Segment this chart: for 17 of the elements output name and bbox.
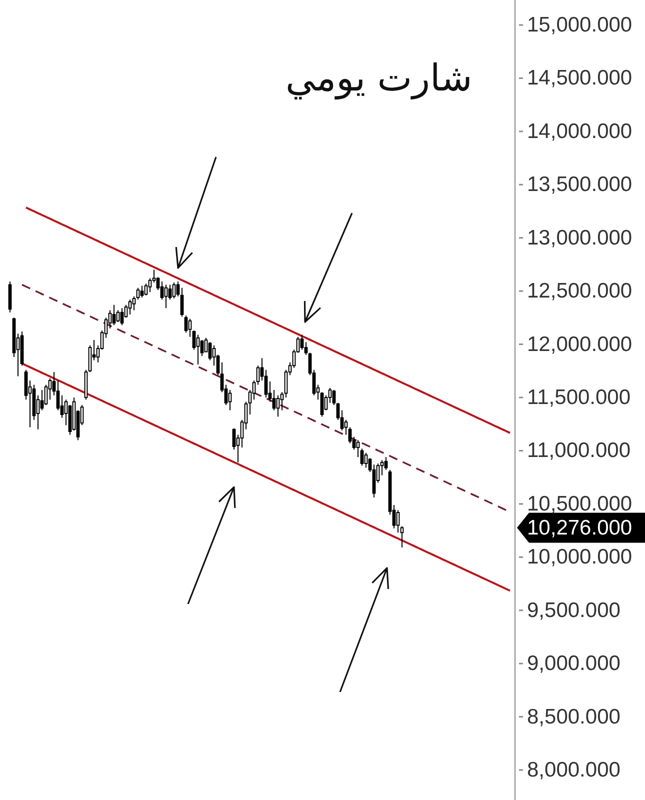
last-price-label: 10,276.000 xyxy=(527,516,632,540)
y-tick-label: 11,000.000 xyxy=(527,439,631,462)
y-tick-label: 10,500.000 xyxy=(527,492,632,516)
y-tick-label: 15,000.000 xyxy=(527,14,632,36)
y-tick-label: 9,000.000 xyxy=(527,652,620,676)
y-tick-label: 8,000.000 xyxy=(527,758,620,782)
y-tick-label: 12,000.000 xyxy=(527,332,632,356)
y-tick-label: 10,000.000 xyxy=(527,546,632,569)
y-tick-label: 12,500.000 xyxy=(527,280,632,303)
y-tick-label: 11,500.000 xyxy=(527,386,631,409)
y-tick-label: 9,500.000 xyxy=(527,598,620,622)
title: شارت يومي xyxy=(285,56,472,100)
y-tick-label: 13,000.000 xyxy=(527,226,632,250)
y-tick-label: 13,500.000 xyxy=(527,173,632,196)
y-tick-label: 14,000.000 xyxy=(527,120,632,143)
y-tick-label: 8,500.000 xyxy=(527,705,620,728)
y-tick-label: 14,500.000 xyxy=(527,66,632,90)
